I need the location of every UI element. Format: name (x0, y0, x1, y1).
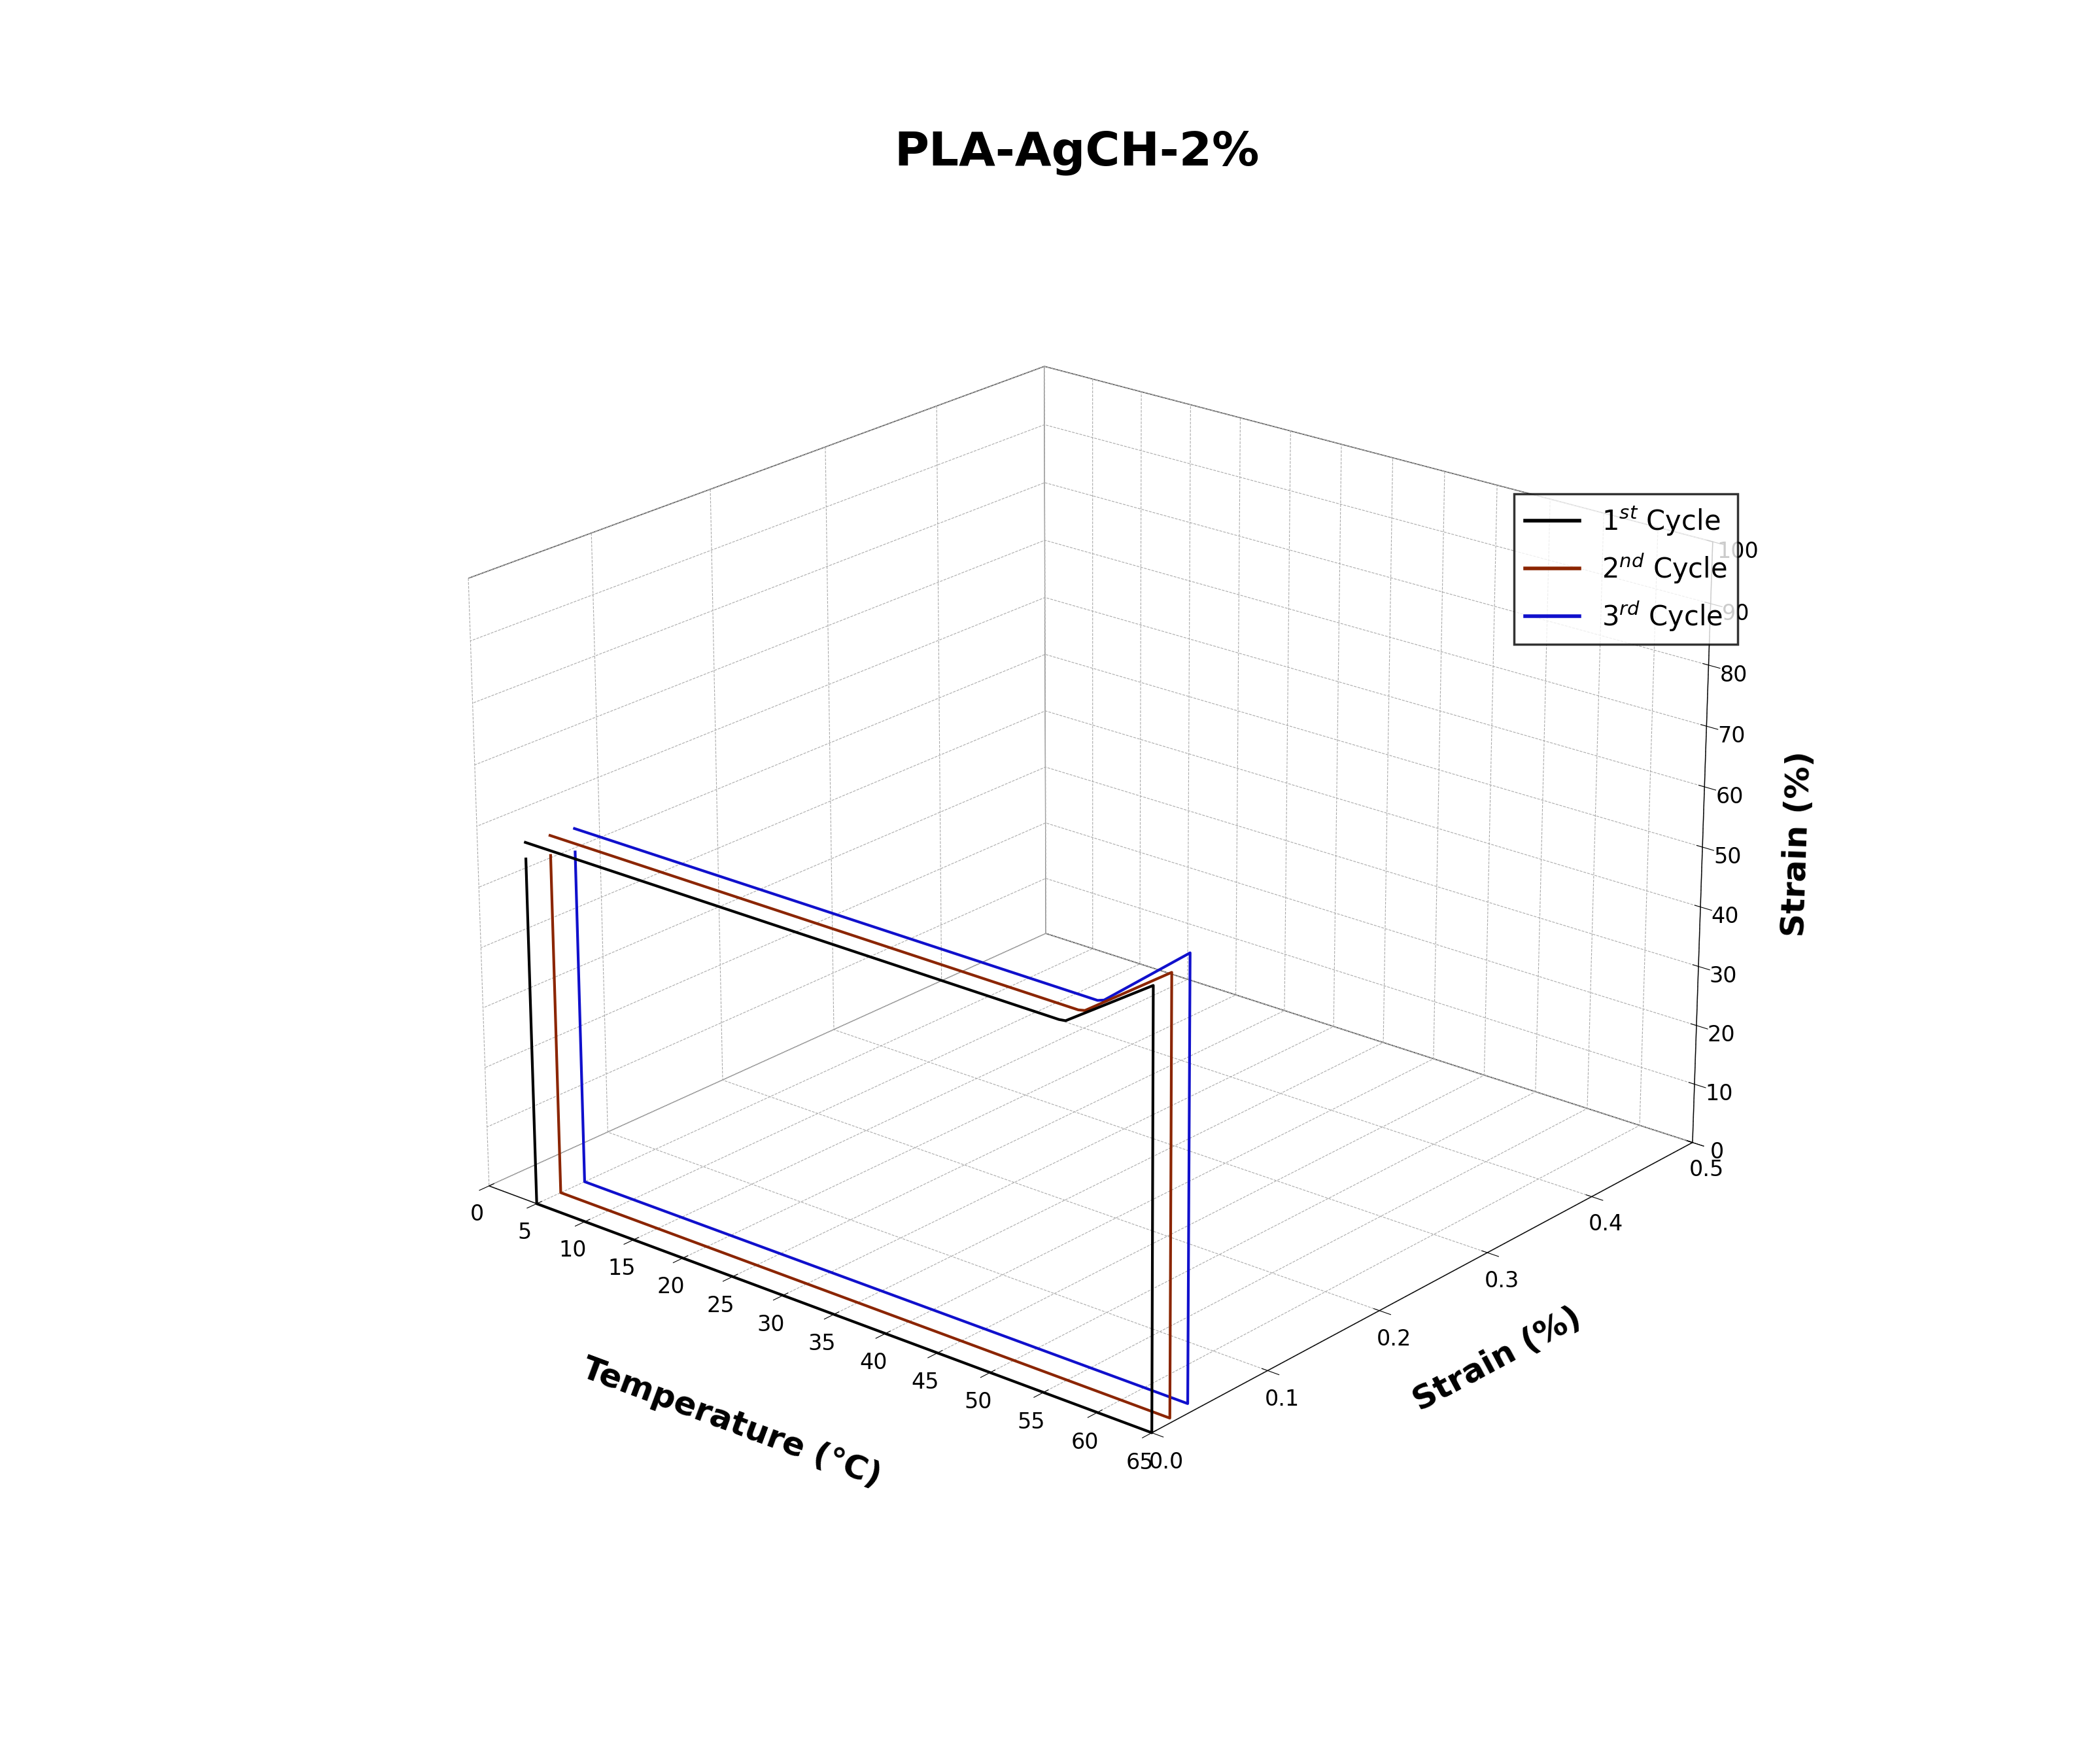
Title: PLA-AgCH-2%: PLA-AgCH-2% (895, 130, 1258, 175)
Legend: 1$^{st}$ Cycle, 2$^{nd}$ Cycle, 3$^{rd}$ Cycle: 1$^{st}$ Cycle, 2$^{nd}$ Cycle, 3$^{rd}$… (1514, 494, 1737, 643)
X-axis label: Temperature (°C): Temperature (°C) (578, 1353, 884, 1494)
Y-axis label: Strain (%): Strain (%) (1407, 1301, 1586, 1416)
